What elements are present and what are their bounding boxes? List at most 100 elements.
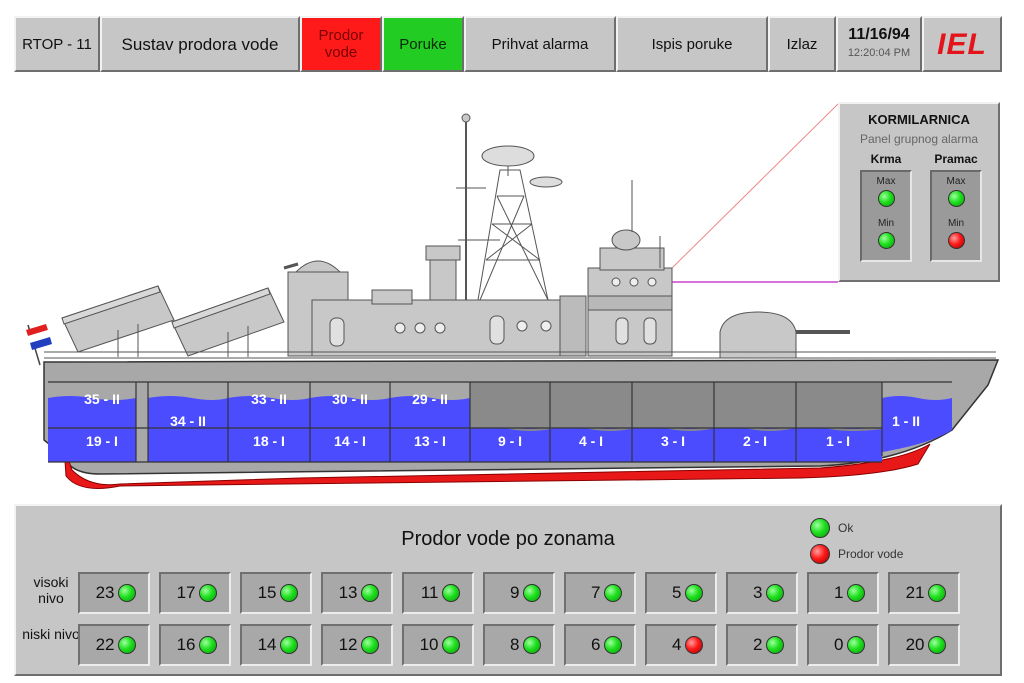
datetime-display: 11/16/94 12:20:04 PM [836,16,922,72]
poruke-button[interactable]: Poruke [382,16,464,72]
zone-sensor[interactable]: 9 [483,572,555,614]
compartment-label: 35 - II [84,391,120,407]
compartment-label: 13 - I [414,433,446,449]
krma-max-led [878,190,895,207]
pramac-max-led [948,190,965,207]
leader-line [667,103,839,273]
zone-sensor[interactable]: 1 [807,572,879,614]
legend-ok: Ok [810,518,853,538]
ok-led [198,636,217,654]
zone-number: 12 [338,635,358,654]
zone-sensor[interactable]: 6 [564,624,636,666]
zone-number: 22 [95,635,115,654]
zone-number: 16 [176,635,196,654]
ok-led [117,584,136,602]
ok-led [522,636,541,654]
ok-led [360,584,379,602]
zone-number: 11 [420,583,439,602]
prihvat-alarma-button[interactable]: Prihvat alarma [464,16,616,72]
zone-number: 10 [419,635,439,654]
zone-number: 0 [834,635,844,654]
date-text: 11/16/94 [848,26,910,43]
ok-led [441,584,460,602]
zone-sensor[interactable]: 20 [888,624,960,666]
zone-sensor[interactable]: 17 [159,572,231,614]
kormilarnica-title: KORMILARNICA [868,112,970,127]
missile-launcher-aft [61,285,175,357]
pramac-max-label: Max [946,176,966,187]
zone-number: 2 [753,635,763,654]
ok-led [198,584,217,602]
compartment-label: 29 - II [412,391,448,407]
krma-alarm-box: Max Min [860,170,912,262]
ship-diagram: 35 - II 34 - II 33 - II 30 - II 29 - II … [26,103,1000,489]
zone-sensor[interactable]: 23 [78,572,150,614]
zone-sensor[interactable]: 7 [564,572,636,614]
kormilarnica-panel: KORMILARNICA Panel grupnog alarma Krma P… [838,102,1000,282]
pramac-label: Pramac [934,152,978,166]
app-title: Sustav prodora vode [100,16,300,72]
missile-launcher-fwd [171,287,285,357]
zone-sensor[interactable]: 3 [726,572,798,614]
alarm-led [684,636,703,654]
zone-sensor[interactable]: 0 [807,624,879,666]
zone-sensor[interactable]: 8 [483,624,555,666]
zone-number: 1 [834,583,844,602]
ok-led [846,584,865,602]
zone-sensor[interactable]: 2 [726,624,798,666]
compartment-label: 3 - I [661,433,685,449]
zone-sensor[interactable]: 10 [402,624,474,666]
zone-sensor[interactable]: 12 [321,624,393,666]
ok-led [117,636,136,654]
ok-led [279,584,298,602]
compartment-label: 19 - I [86,433,118,449]
zone-sensor[interactable]: 5 [645,572,717,614]
zone-number: 8 [510,635,520,654]
compartment-label: 1 - I [826,433,850,449]
zone-sensor[interactable]: 15 [240,572,312,614]
ok-led [603,636,622,654]
ok-led [684,584,703,602]
lattice-mast [456,116,549,301]
compartment-label: 9 - I [498,433,522,449]
legend-ok-led [810,518,830,538]
ok-led [279,636,298,654]
flag-icon [26,324,52,366]
pramac-min-led [948,232,965,249]
zone-sensor[interactable]: 13 [321,572,393,614]
ok-led [603,584,622,602]
zone-sensor[interactable]: 22 [78,624,150,666]
compartment-label: 30 - II [332,391,368,407]
zone-number: 6 [591,635,601,654]
izlaz-button[interactable]: Izlaz [768,16,836,72]
zone-sensor[interactable]: 4 [645,624,717,666]
zone-sensor[interactable]: 16 [159,624,231,666]
zones-panel: Prodor vode po zonama Ok Prodor vode vis… [14,504,1002,676]
ok-led [441,636,460,654]
zone-number: 15 [257,583,277,602]
deck-railing [44,351,996,359]
compartment-label: 18 - I [253,433,285,449]
compartment-label: 33 - II [251,391,287,407]
zone-number: 20 [905,635,925,654]
compartment-label: 34 - II [170,413,206,429]
zones-title: Prodor vode po zonama [401,528,615,550]
hull [43,359,1000,489]
compartment-label: 1 - II [892,413,920,429]
time-text: 12:20:04 PM [847,47,911,59]
compartment-label: 14 - I [334,433,366,449]
krma-min-label: Min [877,218,895,229]
zone-sensor[interactable]: 14 [240,624,312,666]
zone-number: 7 [591,583,601,602]
ispis-poruke-button[interactable]: Ispis poruke [616,16,768,72]
zone-number: 4 [672,635,682,654]
row-high-label: visoki nivo [33,574,69,606]
krma-max-label: Max [876,176,896,187]
compartment-label: 4 - I [579,433,603,449]
prodor-vode-button[interactable]: Prodor vode [300,16,382,72]
zone-sensor[interactable]: 21 [888,572,960,614]
zone-sensor[interactable]: 11 [402,572,474,614]
pramac-min-label: Min [947,218,965,229]
compartment-label: 2 - I [743,433,767,449]
ok-led [360,636,379,654]
